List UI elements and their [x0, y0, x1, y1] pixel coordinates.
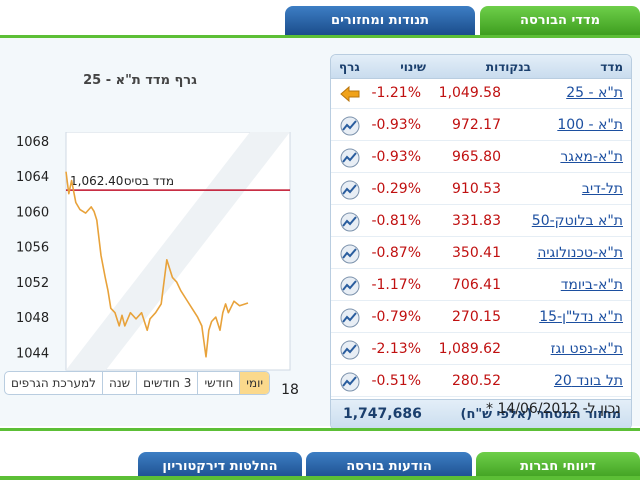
index-name-link[interactable]: ת"א - 25: [566, 85, 623, 101]
y-tick-label: 1056: [16, 241, 49, 256]
index-points: 331.83: [452, 213, 501, 229]
index-change: -2.13%: [371, 341, 421, 357]
index-points: 1,089.62: [438, 341, 501, 357]
top-tabs: מדדי הבורסה תנודות ומחזורים: [0, 6, 640, 35]
index-change: -0.87%: [371, 245, 421, 261]
top-divider: [0, 35, 640, 38]
arrow-left-icon[interactable]: [339, 84, 361, 104]
chart-title: גרף מדד ת"א - 25: [83, 73, 197, 88]
bottom-tabs: דיווחי חברות הודעות בורסה החלטות דירקטור…: [0, 452, 640, 480]
x-tick-label: 18: [281, 382, 299, 398]
graph-icon[interactable]: [339, 372, 361, 392]
index-points: 910.53: [452, 181, 501, 197]
main-panel: גרף מדד ת"א - 25 1044 1048 1052 1056 1060 106…: [0, 38, 640, 430]
tab-company-reports[interactable]: דיווחי חברות: [476, 452, 640, 480]
tab-volatility-turnover[interactable]: תנודות ומחזורים: [285, 6, 475, 35]
table-row: ת"א בלוטק-50 331.83 -0.81%: [331, 208, 631, 237]
index-change: -0.51%: [371, 373, 421, 389]
index-change: -0.93%: [371, 149, 421, 165]
y-tick-label: 1052: [16, 276, 49, 291]
index-name-link[interactable]: ת"א-ביומד: [560, 277, 623, 293]
index-change: -1.17%: [371, 277, 421, 293]
tab-board-decisions[interactable]: החלטות דירקטוריון: [138, 452, 302, 480]
table-row: ת"א נדל"ן-15 270.15 -0.79%: [331, 304, 631, 333]
index-points: 965.80: [452, 149, 501, 165]
base-line-value: 1,062.40: [70, 174, 123, 188]
range-daily-button[interactable]: יומי: [239, 372, 270, 394]
index-change: -0.79%: [371, 309, 421, 325]
bottom-bar: [0, 476, 640, 480]
index-points: 350.41: [452, 245, 501, 261]
bottom-divider: [0, 428, 640, 431]
table-row: ת"א-ביומד 706.41 -1.17%: [331, 272, 631, 301]
y-tick-label: 1048: [16, 311, 49, 326]
graph-icon[interactable]: [339, 212, 361, 232]
as-of-date: * נכון ל- 14/06/2012: [486, 401, 621, 417]
range-monthly-button[interactable]: חודשי: [197, 372, 239, 394]
table-row: ת"א - 25 1,049.58 -1.21%: [331, 80, 631, 109]
index-points: 270.15: [452, 309, 501, 325]
graph-icon[interactable]: [339, 276, 361, 296]
index-change: -1.21%: [371, 85, 421, 101]
y-tick-label: 1068: [16, 135, 49, 150]
turnover-label: מחזור המסחר (אלפי ש"ח): [460, 407, 622, 422]
index-name-link[interactable]: תל-דיב: [581, 181, 623, 197]
header-points: בנקודות: [485, 60, 531, 74]
y-tick-label: 1044: [16, 346, 49, 361]
header-index: מדד: [600, 60, 623, 74]
range-3months-button[interactable]: 3 חודשים: [136, 372, 197, 394]
indices-table: מדד בנקודות שינוי גרף ת"א - 25 1,049.58 -1…: [330, 54, 632, 430]
index-points: 1,049.58: [438, 85, 501, 101]
y-tick-label: 1060: [16, 205, 49, 220]
graph-icon[interactable]: [339, 180, 361, 200]
index-name-link[interactable]: ת"א-טכנולוגיה: [537, 245, 623, 261]
index-name-link[interactable]: ת"א נדל"ן-15: [539, 309, 623, 325]
index-name-link[interactable]: תל בונד 20: [553, 373, 623, 389]
tab-tase-announcements[interactable]: הודעות בורסה: [306, 452, 472, 480]
table-footer: מחזור המסחר (אלפי ש"ח) 1,747,686: [331, 399, 631, 429]
index-points: 972.17: [452, 117, 501, 133]
series-line: [65, 171, 249, 358]
table-row: ת"א-מאגר 965.80 -0.93%: [331, 144, 631, 173]
graph-icon[interactable]: [339, 148, 361, 168]
header-change: שינוי: [400, 60, 426, 74]
header-graph: גרף: [339, 60, 360, 74]
graph-icon[interactable]: [339, 244, 361, 264]
tab-market-indices[interactable]: מדדי הבורסה: [480, 6, 640, 35]
graph-icon[interactable]: [339, 308, 361, 328]
index-name-link[interactable]: ת"א-נפט וגז: [550, 341, 623, 357]
graph-icon[interactable]: [339, 116, 361, 136]
table-header: מדד בנקודות שינוי גרף: [331, 55, 631, 79]
index-points: 706.41: [452, 277, 501, 293]
table-row: ת"א-נפט וגז 1,089.62 -2.13%: [331, 336, 631, 365]
range-chart-system-button[interactable]: למערכת הגרפים: [11, 376, 97, 390]
turnover-value: 1,747,686: [343, 406, 422, 422]
index-change: -0.93%: [371, 117, 421, 133]
index-name-link[interactable]: ת"א-מאגר: [560, 149, 623, 165]
table-row: ת"א-טכנולוגיה 350.41 -0.87%: [331, 240, 631, 269]
index-points: 280.52: [452, 373, 501, 389]
range-selector: למערכת הגרפים שנה 3 חודשים חודשי יומי: [4, 371, 271, 395]
index-chart: 1044104810521056106010641068101112131415…: [16, 132, 299, 398]
y-tick-label: 1064: [16, 170, 49, 185]
table-row: ת"א - 100 972.17 -0.93%: [331, 112, 631, 141]
index-change: -0.81%: [371, 213, 421, 229]
range-year-button[interactable]: שנה: [102, 372, 136, 394]
base-line-label: מדד בסיס: [124, 174, 174, 188]
plot-watermark: [66, 132, 290, 370]
index-name-link[interactable]: ת"א - 100: [557, 117, 623, 133]
table-row: תל בונד 20 280.52 -0.51%: [331, 368, 631, 397]
table-row: תל-דיב 910.53 -0.29%: [331, 176, 631, 205]
index-name-link[interactable]: ת"א בלוטק-50: [531, 213, 623, 229]
index-change: -0.29%: [371, 181, 421, 197]
graph-icon[interactable]: [339, 340, 361, 360]
